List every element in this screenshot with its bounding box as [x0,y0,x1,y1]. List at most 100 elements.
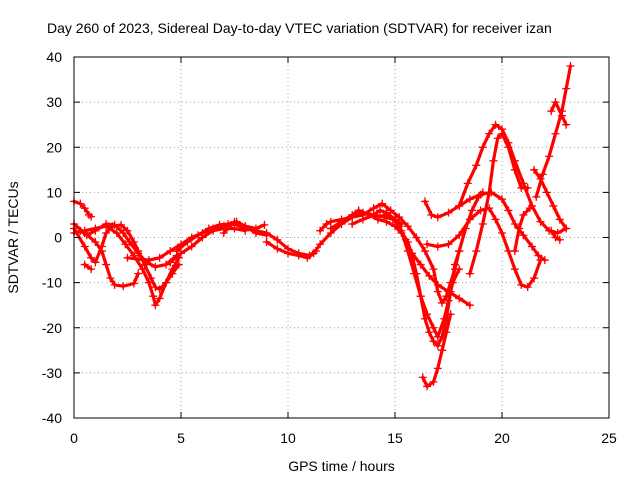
data-point [476,190,485,199]
data-point [395,222,404,231]
series-trace [83,263,93,271]
series-arc-e [76,219,181,271]
data-point [80,260,89,269]
data-point [429,323,438,332]
data-point [316,240,325,249]
data-point [545,152,554,161]
data-point [438,346,447,355]
data-point [547,226,556,235]
y-tick-label: -20 [42,320,62,336]
data-point [162,260,171,269]
data-point [555,215,564,224]
data-point [134,255,143,264]
data-point [420,197,429,206]
data-point [442,328,451,337]
data-point [444,296,453,305]
series-arc-y [547,98,571,129]
data-point [123,253,132,262]
data-point [440,314,449,323]
data-point [504,143,513,152]
series-arc-v [510,204,534,256]
data-point [491,120,500,129]
data-point [119,228,128,237]
x-tick-label: 10 [280,430,296,446]
x-axis-label: GPS time / hours [288,458,395,474]
data-point [433,364,442,373]
data-point [547,107,556,116]
data-point [549,201,558,210]
axis-ticks [73,56,610,419]
data-point [110,220,119,229]
data-point [155,294,164,303]
data-point [438,298,447,307]
data-point [433,242,442,251]
data-point [97,242,106,251]
data-point [123,226,132,235]
data-point [465,269,474,278]
data-point [149,292,158,301]
data-point [433,332,442,341]
data-point [382,217,391,226]
data-point [498,195,506,204]
data-point [230,217,239,226]
data-point [87,212,96,221]
data-point [80,242,89,251]
x-tick-label: 0 [70,430,78,446]
data-point [465,301,474,310]
data-point [172,247,181,256]
data-point [110,280,119,289]
data-point [455,231,464,240]
data-point [198,233,207,242]
data-point [102,219,111,228]
data-point [151,301,160,310]
data-point [498,129,506,138]
data-point [423,382,432,391]
data-point [429,377,438,386]
data-point [416,292,425,301]
data-point [303,253,312,262]
data-point [395,213,404,222]
series-trace [532,168,568,231]
data-point [530,165,539,174]
data-point [478,143,487,152]
data-point [177,249,185,258]
data-point [423,240,432,249]
y-axis-label: SDTVAR / TECUs [5,181,21,293]
data-point [151,262,160,271]
data-point [309,249,318,258]
data-point [476,206,485,215]
data-point [348,219,357,228]
data-point [284,249,292,258]
data-point [102,228,111,237]
data-point [455,247,464,256]
data-point [121,240,130,249]
data-point [187,242,196,251]
data-point [87,265,96,274]
data-point [478,219,487,228]
data-point [129,279,138,288]
data-point [444,208,453,217]
data-point [425,328,434,337]
y-tick-label: -10 [42,275,62,291]
data-point [273,244,282,253]
y-tick-label: 10 [46,184,62,200]
data-point [519,231,528,240]
data-point [510,265,519,274]
data-point [433,280,442,289]
data-point [337,217,346,226]
data-point [530,274,539,283]
data-point [562,120,571,129]
series-trace [534,64,573,199]
data-point [534,251,543,260]
y-tick-label: 20 [46,139,62,155]
data-point [260,220,269,229]
grid-lines [74,57,609,418]
series-arc-g [123,219,320,265]
data-point [536,217,545,226]
tick-labels: 0 5 10 15 20 25 -40 -30 -20 -10 0 10 20 30 40 [42,49,617,446]
data-point [144,278,153,287]
series-trace [361,190,485,305]
data-point [489,156,498,165]
data-point [215,220,224,229]
data-point [532,192,541,201]
